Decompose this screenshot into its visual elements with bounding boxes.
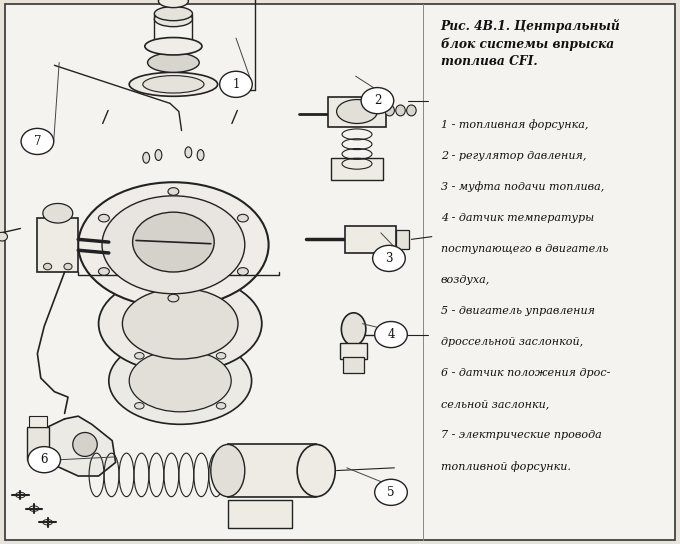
- Circle shape: [375, 479, 407, 505]
- Circle shape: [28, 447, 61, 473]
- Text: сельной заслонки,: сельной заслонки,: [441, 399, 549, 409]
- Text: воздуха,: воздуха,: [441, 275, 490, 285]
- Circle shape: [21, 128, 54, 154]
- Ellipse shape: [237, 214, 248, 222]
- Ellipse shape: [129, 72, 218, 96]
- Ellipse shape: [158, 0, 188, 8]
- Ellipse shape: [155, 150, 162, 160]
- Bar: [331, 158, 383, 180]
- Ellipse shape: [0, 232, 7, 241]
- Circle shape: [373, 245, 405, 271]
- Ellipse shape: [407, 105, 416, 116]
- Text: 5 - двигатель управления: 5 - двигатель управления: [441, 306, 594, 316]
- Ellipse shape: [73, 432, 97, 456]
- Bar: [228, 444, 316, 497]
- Ellipse shape: [135, 353, 144, 359]
- Ellipse shape: [143, 76, 204, 93]
- Text: поступающего в двигатель: поступающего в двигатель: [441, 244, 608, 254]
- Ellipse shape: [216, 403, 226, 409]
- Ellipse shape: [396, 105, 405, 116]
- Ellipse shape: [237, 268, 248, 275]
- Ellipse shape: [385, 105, 394, 116]
- Text: 1 - топливная форсунка,: 1 - топливная форсунка,: [441, 120, 588, 131]
- Text: 7: 7: [33, 135, 41, 148]
- Ellipse shape: [109, 337, 252, 424]
- Ellipse shape: [44, 263, 52, 270]
- Ellipse shape: [216, 353, 226, 359]
- Bar: [343, 357, 364, 373]
- Ellipse shape: [154, 11, 192, 27]
- Ellipse shape: [43, 203, 73, 223]
- Text: 2: 2: [374, 94, 381, 107]
- Ellipse shape: [185, 147, 192, 158]
- Text: 1: 1: [233, 78, 239, 91]
- Ellipse shape: [168, 188, 179, 195]
- Ellipse shape: [99, 275, 262, 373]
- Bar: [328, 97, 386, 127]
- Bar: [228, 500, 292, 528]
- Circle shape: [220, 71, 252, 97]
- Bar: [37, 218, 78, 272]
- Text: 6: 6: [40, 453, 48, 466]
- Text: 3: 3: [385, 252, 393, 265]
- Bar: [396, 230, 409, 249]
- Ellipse shape: [297, 444, 335, 497]
- Ellipse shape: [102, 196, 245, 294]
- Text: 4 - датчик температуры: 4 - датчик температуры: [441, 213, 594, 222]
- Ellipse shape: [154, 7, 192, 21]
- Text: топливной форсунки.: топливной форсунки.: [441, 461, 571, 472]
- Text: 2 - регулятор давления,: 2 - регулятор давления,: [441, 151, 586, 160]
- Text: 5: 5: [387, 486, 395, 499]
- Ellipse shape: [133, 212, 214, 272]
- Text: 6 - датчик положения дрос-: 6 - датчик положения дрос-: [441, 368, 610, 378]
- Ellipse shape: [122, 288, 238, 359]
- Ellipse shape: [129, 350, 231, 412]
- Bar: [29, 416, 47, 427]
- Circle shape: [375, 322, 407, 348]
- Ellipse shape: [337, 100, 377, 123]
- Text: 4: 4: [387, 328, 395, 341]
- Bar: [345, 226, 396, 253]
- Text: Рис. 4В.1. Центральный
блок системы впрыска
топлива CFI.: Рис. 4В.1. Центральный блок системы впры…: [441, 19, 620, 68]
- Ellipse shape: [135, 403, 144, 409]
- Ellipse shape: [99, 268, 109, 275]
- Bar: [340, 343, 367, 359]
- Ellipse shape: [211, 444, 245, 497]
- Ellipse shape: [78, 182, 269, 307]
- Ellipse shape: [64, 263, 72, 270]
- Text: 3 - муфта подачи топлива,: 3 - муфта подачи топлива,: [441, 182, 604, 193]
- Ellipse shape: [148, 53, 199, 72]
- Ellipse shape: [143, 152, 150, 163]
- Circle shape: [361, 88, 394, 114]
- Bar: [27, 427, 49, 460]
- Ellipse shape: [145, 38, 202, 55]
- Text: 7 - электрические провода: 7 - электрические провода: [441, 430, 601, 440]
- Ellipse shape: [341, 313, 366, 345]
- Text: дроссельной заслонкой,: дроссельной заслонкой,: [441, 337, 583, 347]
- Ellipse shape: [99, 214, 109, 222]
- Ellipse shape: [168, 294, 179, 302]
- Polygon shape: [44, 416, 116, 476]
- Ellipse shape: [197, 150, 204, 160]
